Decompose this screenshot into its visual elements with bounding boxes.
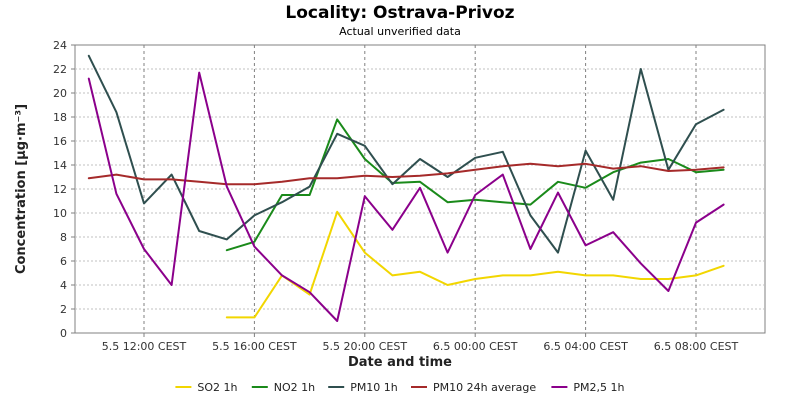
y-tick-label: 22 bbox=[53, 63, 67, 76]
x-tick-label: 6.5 00:00 CEST bbox=[433, 340, 518, 353]
y-tick-label: 16 bbox=[53, 135, 67, 148]
series-0 bbox=[225, 210, 725, 319]
series-line bbox=[225, 210, 725, 319]
x-tick-label: 6.5 04:00 CEST bbox=[543, 340, 628, 353]
legend-item: PM10 1h bbox=[328, 381, 398, 394]
legend: SO2 1h NO2 1h PM10 1h PM10 24h average PM2,5… bbox=[175, 381, 625, 394]
series-line bbox=[225, 118, 725, 252]
series-layer bbox=[87, 54, 725, 322]
chart-title: Locality: Ostrava-Privoz bbox=[285, 3, 514, 23]
x-axis-label: Date and time bbox=[348, 355, 452, 370]
series-line bbox=[87, 54, 725, 254]
series-line bbox=[87, 162, 725, 186]
y-tick-label: 4 bbox=[60, 279, 67, 292]
series-3 bbox=[87, 162, 725, 186]
legend-item: PM10 24h average bbox=[411, 381, 536, 394]
y-tick-label: 20 bbox=[53, 87, 67, 100]
series-2 bbox=[87, 54, 725, 254]
legend-label: PM2,5 1h bbox=[573, 381, 624, 394]
y-tick-label: 18 bbox=[53, 111, 67, 124]
legend-label: SO2 1h bbox=[197, 381, 237, 394]
y-tick-label: 14 bbox=[53, 159, 67, 172]
series-1 bbox=[225, 118, 725, 252]
x-tick-label: 5.5 20:00 CEST bbox=[323, 340, 408, 353]
y-tick-label: 0 bbox=[60, 327, 67, 340]
y-tick-label: 8 bbox=[60, 231, 67, 244]
y-tick-label: 2 bbox=[60, 303, 67, 316]
series-4 bbox=[87, 71, 725, 322]
x-tick-label: 5.5 12:00 CEST bbox=[102, 340, 187, 353]
legend-label: PM10 24h average bbox=[433, 381, 536, 394]
y-tick-label: 24 bbox=[53, 39, 67, 52]
y-axis-label: Concentration [µg·m⁻³] bbox=[14, 104, 29, 274]
x-axis: 5.5 12:00 CEST 5.5 16:00 CEST 5.5 20:00 CE… bbox=[102, 333, 739, 353]
y-tick-label: 6 bbox=[60, 255, 67, 268]
series-line bbox=[87, 71, 725, 322]
legend-label: PM10 1h bbox=[350, 381, 398, 394]
y-tick-label: 10 bbox=[53, 207, 67, 220]
legend-label: NO2 1h bbox=[274, 381, 315, 394]
legend-item: NO2 1h bbox=[251, 381, 315, 394]
x-tick-label: 6.5 08:00 CEST bbox=[654, 340, 739, 353]
chart-subtitle: Actual unverified data bbox=[339, 25, 461, 38]
x-tick-label: 5.5 16:00 CEST bbox=[212, 340, 297, 353]
legend-item: SO2 1h bbox=[175, 381, 238, 394]
legend-item: PM2,5 1h bbox=[551, 381, 625, 394]
y-tick-label: 12 bbox=[53, 183, 67, 196]
